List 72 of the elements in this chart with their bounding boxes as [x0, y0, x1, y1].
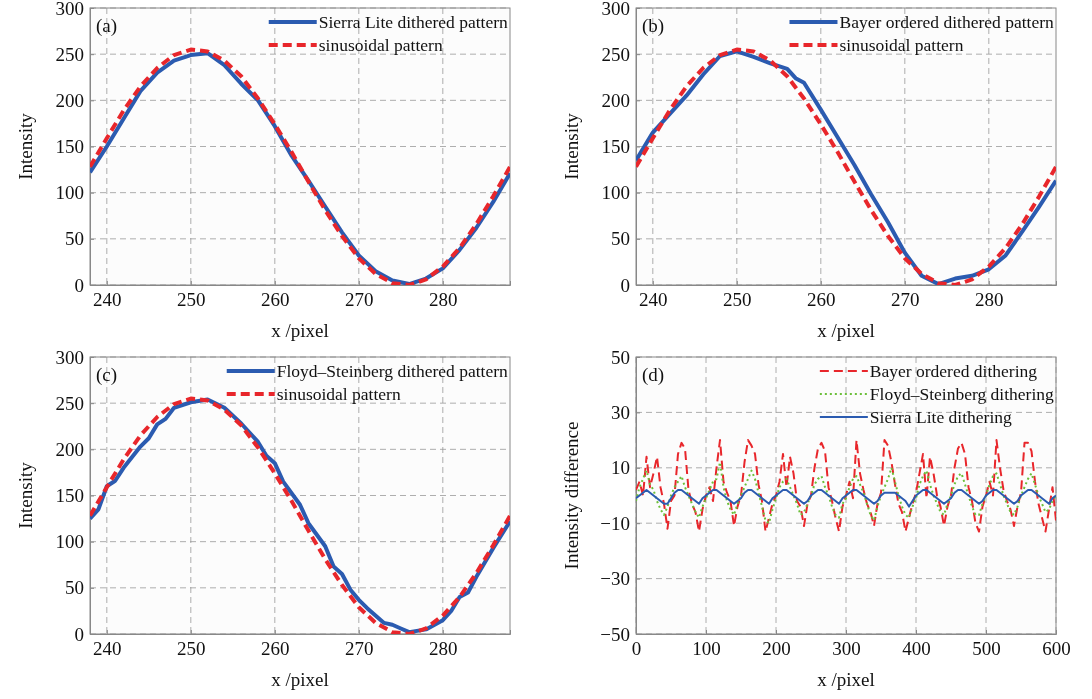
y-axis-title: Intensity: [15, 461, 36, 529]
x-axis-title: x /pixel: [271, 320, 329, 341]
y-tick-label: 50: [65, 577, 84, 599]
line-series: [636, 488, 1056, 508]
y-tick-label: 150: [55, 136, 84, 158]
x-tick-label: 600: [1042, 638, 1071, 660]
y-tick-label: 150: [55, 485, 84, 507]
y-tick-label: 100: [601, 182, 630, 204]
x-tick-label: 270: [345, 638, 374, 660]
x-tick-label: 250: [177, 289, 206, 311]
y-tick-label: 200: [55, 89, 84, 111]
x-tick-label: 280: [429, 638, 458, 660]
y-tick-label: 50: [611, 228, 630, 250]
y-tick-label: 250: [55, 392, 84, 414]
y-tick-label: 100: [55, 531, 84, 553]
y-tick-label: 50: [611, 346, 630, 368]
y-tick-label: 250: [601, 43, 630, 65]
x-tick-label: 240: [639, 289, 668, 311]
annotation: (d): [642, 364, 665, 386]
y-tick-label: 100: [55, 182, 84, 204]
x-tick-label: 500: [972, 638, 1001, 660]
x-tick-label: 240: [93, 638, 122, 660]
y-tick-label: 0: [74, 623, 84, 645]
annotation: (b): [642, 15, 665, 37]
x-tick-label: 260: [261, 638, 290, 660]
y-tick-label: −10: [600, 512, 630, 534]
x-axis-title: x /pixel: [817, 669, 875, 690]
y-tick-label: 10: [611, 457, 630, 479]
x-tick-label: 260: [807, 289, 836, 311]
y-tick-label: 300: [601, 0, 630, 19]
y-tick-label: 30: [611, 401, 630, 423]
annotation: (a): [96, 15, 118, 37]
legend-label: Sierra Lite dithered pattern: [318, 12, 508, 32]
y-tick-label: 200: [55, 438, 84, 460]
x-tick-label: 250: [177, 638, 206, 660]
x-tick-label: 100: [692, 638, 721, 660]
y-axis-title: Intensity: [561, 112, 582, 180]
x-tick-label: 250: [723, 289, 752, 311]
x-tick-label: 280: [975, 289, 1004, 311]
line-series: [636, 439, 1056, 533]
y-tick-label: −50: [600, 623, 630, 645]
y-tick-label: 0: [74, 274, 84, 296]
x-axis-title: x /pixel: [271, 669, 329, 690]
x-tick-label: 280: [429, 289, 458, 311]
x-tick-label: 300: [832, 638, 861, 660]
legend-label: sinusoidal pattern: [839, 35, 964, 55]
x-tick-label: 400: [902, 638, 931, 660]
legend-label: sinusoidal pattern: [318, 35, 443, 55]
line-series: [636, 461, 1056, 525]
legend-label: Bayer ordered dithering: [869, 361, 1038, 381]
x-tick-label: 270: [345, 289, 374, 311]
y-axis-title: Intensity: [15, 112, 36, 180]
annotation: (c): [96, 364, 118, 386]
x-tick-label: 270: [891, 289, 920, 311]
legend-label: sinusoidal pattern: [276, 384, 401, 404]
x-tick-label: 200: [762, 638, 791, 660]
y-tick-label: 200: [601, 89, 630, 111]
legend-label: Floyd–Steinberg dithering: [869, 384, 1054, 404]
y-tick-label: 300: [55, 346, 84, 368]
y-axis-title: Intensity difference: [561, 421, 582, 570]
y-tick-label: −30: [600, 568, 630, 590]
x-tick-label: 240: [93, 289, 122, 311]
legend-label: Bayer ordered dithered pattern: [839, 12, 1054, 32]
y-tick-label: 250: [55, 43, 84, 65]
x-axis-title: x /pixel: [817, 320, 875, 341]
y-tick-label: 300: [55, 0, 84, 19]
x-tick-label: 260: [261, 289, 290, 311]
y-tick-label: 150: [601, 136, 630, 158]
legend-label: Sierra Lite dithering: [869, 407, 1012, 427]
y-tick-label: 50: [65, 228, 84, 250]
y-tick-label: 0: [620, 274, 630, 296]
legend-label: Floyd–Steinberg dithered pattern: [276, 361, 508, 381]
